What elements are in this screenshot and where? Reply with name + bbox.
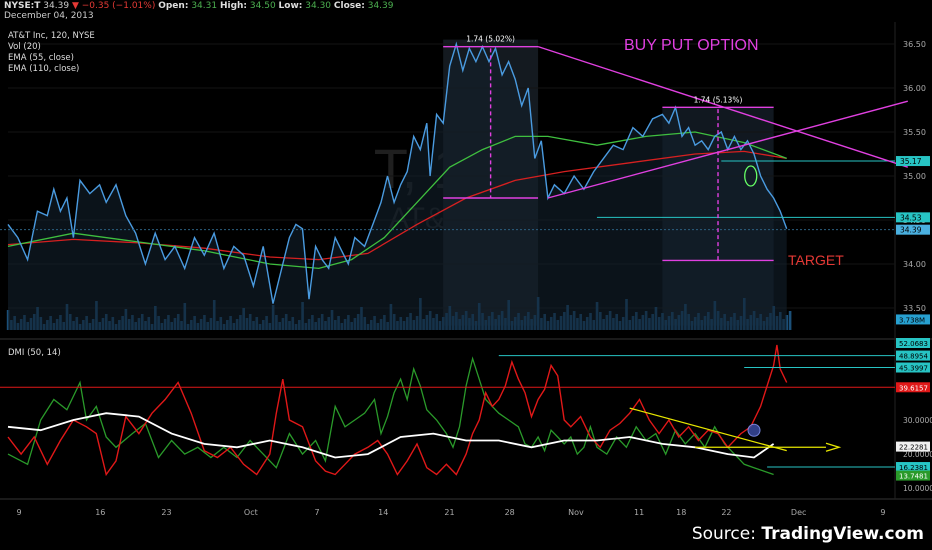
dmi-badge-label: 48.8954 [899,353,928,361]
time-tick-label: 14 [378,508,388,517]
time-tick-label: 9 [880,508,885,517]
price-tick-label: 36.00 [903,84,926,93]
price-badge-label: 34.53 [900,213,922,222]
dmi-badge [896,362,930,373]
arrow-down-icon: ▼ [71,1,79,11]
highlight-circle [744,165,758,187]
dmi-badge [896,338,930,348]
plus-di-line [7,356,774,476]
dmi-tick-label: 20.0000 [903,450,932,459]
dmi-badge [896,470,930,481]
minus-di-line [7,344,788,477]
high-value: 34.50 [249,1,276,11]
legend-ema55[interactable]: EMA (55, close) [8,53,74,63]
time-tick-label: 28 [505,508,515,517]
dmi-badge [896,314,930,325]
highlight-circle [747,423,761,437]
time-tick-label: 18 [676,508,686,517]
up-trendline [547,100,908,199]
dmi-badge-label: 22.2281 [899,444,928,452]
dmi-badge [896,441,930,452]
price-line [7,41,788,304]
time-tick-label: 23 [161,508,171,517]
symbol: NYSE:T [4,1,41,11]
source-credit[interactable]: Source: TradingView.com [691,524,924,544]
dmi-tick-label: 10.0000 [903,484,932,493]
dmi-badge-label: 3.738M [899,316,925,324]
price-badge-label: 35.17 [900,157,922,166]
legend-title[interactable]: AT&T Inc, 120, NYSE [8,31,95,41]
dmi-badge-label: 13.7481 [899,473,928,481]
price-tick-label: 36.50 [903,40,926,49]
close-value: 34.39 [367,1,394,11]
dmi-tick-label: 30.0000 [903,416,932,425]
measure2-label: 1.74 (5.13%) [694,95,743,104]
down-trendline [537,45,909,168]
adx-line [7,412,775,459]
dmi-badge [896,462,930,473]
last-price: 34.39 [43,1,70,11]
time-tick-label: 22 [721,508,731,517]
price-tick-label: 35.50 [903,128,926,137]
price-badge [896,212,930,223]
time-tick-label: 7 [314,508,319,517]
buy-put-label: BUY PUT OPTION [624,37,759,54]
price-tick-label: 35.00 [903,172,926,181]
dmi-badge-label: 39.6157 [899,384,928,392]
price-tick-label: 33.50 [903,304,926,313]
legend-vol[interactable]: Vol (20) [8,42,41,52]
symbol-header: NYSE:T 34.39 ▼ −0.35 (−1.01%) Open: 34.3… [4,1,394,11]
header-date: December 04, 2013 [4,11,94,21]
dmi-badge-label: 45.3997 [899,365,928,373]
time-tick-label: Oct [244,508,258,517]
volume-bar [785,315,789,330]
dmi-badge-label: 52.0683 [899,340,928,348]
price-badge [896,224,930,235]
price-badge [896,156,930,167]
measure1-label: 1.74 (5.02%) [466,35,515,44]
volume-bar [788,311,792,330]
time-tick-label: 9 [16,508,21,517]
price-area [8,44,787,330]
time-tick-label: Nov [568,508,584,517]
time-tick-label: 11 [634,508,644,517]
legend-ema110[interactable]: EMA (110, close) [8,64,80,74]
time-tick-label: 21 [444,508,454,517]
time-tick-label: Dec [791,508,806,517]
time-tick-label: 16 [95,508,105,517]
ema55-line [7,131,787,270]
low-value: 34.30 [305,1,332,11]
legend-dmi[interactable]: DMI (50, 14) [8,348,61,358]
price-change: −0.35 (−1.01%) [81,1,156,11]
arrow-right-icon [825,442,842,452]
dmi-badge-label: 16.2381 [899,464,928,472]
price-tick-label: 34.00 [903,260,926,269]
dmi-badge [896,382,930,393]
dmi-yellow-trend [629,407,787,452]
target-label: TARGET [788,252,844,268]
dmi-badge [896,350,930,361]
price-badge-label: 34.39 [900,226,922,235]
open-value: 34.31 [191,1,218,11]
